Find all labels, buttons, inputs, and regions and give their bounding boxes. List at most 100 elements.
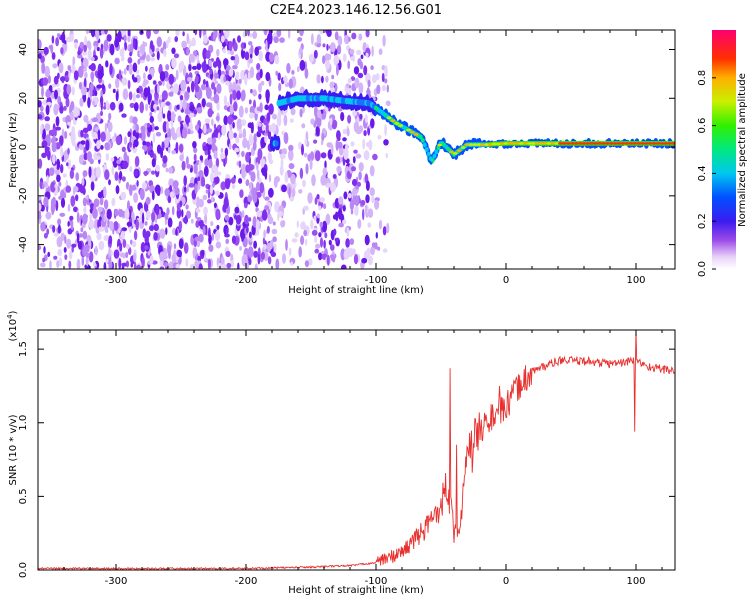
spectrogram-cell — [357, 58, 362, 66]
spectrogram-cell — [318, 232, 322, 238]
spectrogram-cell — [104, 30, 108, 35]
spectrogram-ridge-peak — [601, 142, 606, 145]
spectrogram-cell — [85, 139, 90, 151]
spectrogram-cell — [173, 83, 179, 94]
spectrogram-cell — [98, 240, 105, 251]
spectrogram-cell — [71, 243, 77, 248]
spectrogram-cell — [234, 214, 237, 220]
spectrogram-cell — [108, 263, 112, 269]
spectrogram-cell — [248, 133, 254, 146]
spectrogram-ridge-core — [436, 145, 441, 151]
spectrogram-cell — [83, 207, 87, 213]
spectrogram-ridge-peak — [507, 142, 513, 145]
spectrogram-cell — [191, 65, 198, 70]
spectrogram-cell — [149, 255, 154, 265]
spectrogram-cell — [266, 225, 270, 234]
y-tick-label: 0.5 — [18, 488, 29, 504]
spectrogram-cell — [48, 129, 54, 136]
spectrogram-cell — [57, 224, 61, 234]
spectrogram-cell — [109, 43, 115, 56]
spectrogram-cell — [176, 202, 181, 212]
spectrogram-cell — [76, 232, 80, 244]
spectrogram-ridge-peak — [406, 128, 411, 132]
spectrogram-cell — [338, 222, 344, 228]
spectrogram-cell — [322, 167, 327, 177]
spectrogram-ridge-peak — [484, 143, 489, 146]
spectrogram-cell — [138, 132, 142, 139]
spectrogram-cell — [149, 115, 154, 124]
spectrogram-cell — [259, 68, 263, 79]
spectrogram-cell — [167, 244, 172, 255]
spectrogram-cell — [45, 168, 51, 179]
spectrogram-cell — [206, 87, 212, 99]
spectrogram-cell — [233, 41, 238, 52]
spectrogram-ridge-peak — [640, 142, 645, 145]
spectrogram-cell — [38, 39, 42, 50]
spectrogram-cell — [167, 196, 172, 204]
spectrogram-cell — [135, 94, 141, 99]
spectrogram-cell — [376, 84, 381, 95]
spectrogram-cell — [60, 147, 64, 158]
spectrogram-cell — [38, 213, 42, 220]
spectrogram-cell — [63, 105, 67, 111]
spectrogram-cell — [319, 237, 324, 248]
spectrogram-ridge-core — [434, 149, 439, 155]
spectrogram-cell — [220, 147, 224, 154]
spectrogram-cell — [193, 50, 198, 56]
spectrogram-cell — [315, 125, 320, 137]
spectrogram-cell — [274, 55, 280, 65]
spectrogram-cell — [221, 41, 227, 48]
spectrogram-cell — [279, 37, 285, 43]
spectrogram-cell — [85, 252, 90, 258]
spectrogram-cell — [127, 57, 133, 64]
spectrogram-frame — [37, 29, 676, 270]
spectrogram-cell — [40, 125, 43, 136]
spectrogram-cell — [67, 147, 70, 155]
spectrogram-cell — [211, 82, 215, 90]
spectrogram-cell — [83, 244, 90, 250]
spectrogram-ridge-peak — [632, 142, 638, 145]
spectrogram-cell — [198, 219, 204, 227]
spectrogram-cell — [183, 216, 189, 224]
spectrogram-cell — [88, 120, 92, 125]
spectrogram-cell — [146, 122, 151, 128]
spectrogram-cell — [113, 221, 119, 231]
x-tick-label: -100 — [365, 275, 388, 286]
spectrogram-cell — [190, 218, 194, 224]
spectrogram-cell — [238, 178, 243, 184]
spectrogram-cell — [332, 174, 337, 179]
spectrogram-cell — [109, 63, 113, 75]
spectrogram-cell — [251, 121, 254, 134]
spectrogram-cell — [203, 165, 209, 177]
spectrogram-cell — [67, 65, 71, 71]
spectrogram-cell — [351, 178, 358, 187]
spectrogram-cell — [47, 150, 51, 161]
spectrogram-cell — [356, 49, 362, 55]
spectrogram-cell — [132, 77, 138, 83]
spectrogram-cell — [52, 225, 56, 233]
spectrogram-cell — [248, 112, 255, 119]
spectrogram-cell — [115, 185, 120, 195]
spectrogram-cell — [257, 122, 262, 127]
spectrogram-cell — [57, 248, 63, 257]
spectrogram-cell — [352, 110, 357, 117]
spectrogram-cell — [248, 99, 252, 105]
spectrogram-cell — [64, 74, 70, 81]
spectrogram-cell — [154, 126, 159, 131]
spectrogram-cell — [316, 74, 321, 84]
snr-panel: -300 -200 -100 0 100 0.0 0.5 1.0 1.5 Height of … — [6, 310, 676, 596]
spectrogram-cell — [175, 141, 179, 154]
spectrogram-cell — [371, 45, 374, 57]
spectrogram-cell — [323, 239, 326, 249]
spectrogram-cell — [224, 80, 230, 86]
spectrogram-cell — [278, 211, 283, 217]
spectrogram-cell — [253, 250, 259, 258]
spectrogram-cell — [145, 103, 149, 112]
spectrogram-cell — [347, 114, 352, 124]
spectrogram-cell — [233, 54, 240, 66]
spectrogram-cell — [118, 209, 124, 218]
spectrogram-cell — [71, 86, 75, 96]
spectrogram-cell — [72, 56, 76, 66]
spectrogram-cell — [197, 181, 201, 190]
